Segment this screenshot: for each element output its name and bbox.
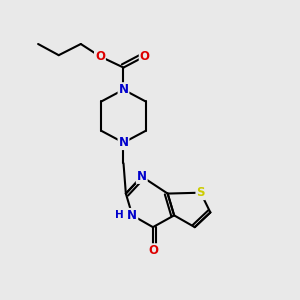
- Text: O: O: [95, 50, 105, 63]
- Text: O: O: [148, 244, 158, 257]
- Text: N: N: [127, 209, 137, 222]
- Text: N: N: [137, 170, 147, 183]
- Text: N: N: [118, 83, 128, 96]
- Text: O: O: [140, 50, 150, 63]
- Text: N: N: [118, 136, 128, 149]
- Text: S: S: [196, 186, 205, 199]
- Text: H: H: [115, 210, 124, 220]
